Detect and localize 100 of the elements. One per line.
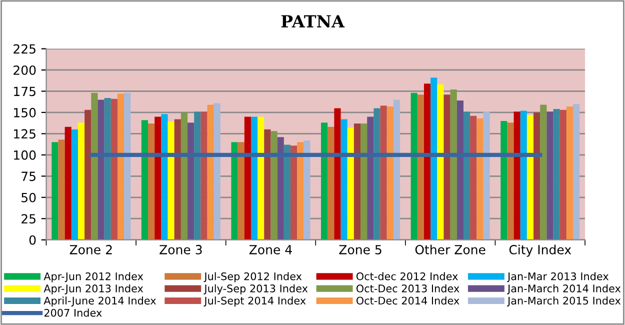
bar <box>553 109 560 240</box>
bar <box>71 129 78 240</box>
bar <box>290 146 298 240</box>
bar <box>180 112 188 240</box>
bar <box>244 116 251 240</box>
x-tick-label: Zone 5 <box>339 245 382 254</box>
bar <box>560 110 566 240</box>
bar <box>168 122 174 240</box>
legend-label: Oct-dec 2012 Index <box>356 272 458 280</box>
y-tick-label: 0 <box>29 235 36 245</box>
bar <box>410 92 418 240</box>
bar <box>124 92 131 240</box>
bar <box>354 123 361 240</box>
bar <box>386 106 394 240</box>
bar <box>417 94 424 240</box>
bar <box>84 110 92 240</box>
bar <box>500 120 508 240</box>
bar <box>277 137 284 240</box>
bar <box>328 126 334 240</box>
bar <box>566 106 574 240</box>
bar <box>270 131 278 240</box>
bar <box>367 116 374 240</box>
y-tick-label: 150 <box>14 108 36 118</box>
y-tick-label: 100 <box>14 150 36 160</box>
bar <box>380 106 387 240</box>
bar <box>250 116 258 240</box>
legend-label: April-June 2014 Index <box>44 296 156 307</box>
bar <box>476 118 484 240</box>
y-tick-label: 125 <box>14 129 36 139</box>
bar <box>347 128 354 240</box>
y-tick-label: 225 <box>14 44 36 54</box>
bar <box>98 100 104 240</box>
x-tick-label: Zone 2 <box>70 244 112 254</box>
bar <box>207 104 214 240</box>
y-tick-label: 175 <box>14 86 36 96</box>
bar <box>304 140 310 240</box>
bar <box>526 115 534 240</box>
legend-label: Jul-Sept 2014 Index <box>204 296 306 307</box>
legend-label: Jul-Sep 2012 Index <box>204 272 302 282</box>
legend-label: 2007 Index <box>44 308 102 317</box>
bar <box>470 116 477 240</box>
x-tick-label: Zone 3 <box>160 244 202 254</box>
legend-label: Jan-March 2014 Index <box>507 284 621 294</box>
bar <box>514 112 520 240</box>
bar <box>78 122 85 240</box>
bar <box>141 120 148 240</box>
bar <box>483 112 490 240</box>
bar <box>238 142 244 240</box>
bar <box>437 84 444 240</box>
bar <box>161 114 168 240</box>
x-tick-label: City Index <box>509 244 572 257</box>
bar <box>148 123 155 240</box>
bar <box>393 100 400 240</box>
bar <box>64 126 72 240</box>
legend-label: Oct-Dec 2013 Index <box>356 284 460 292</box>
x-tick-label: Other Zone <box>415 244 486 254</box>
bar <box>214 103 220 240</box>
bar <box>117 94 124 240</box>
bar <box>258 116 264 240</box>
bar <box>174 119 181 240</box>
bar <box>231 142 238 240</box>
bar <box>534 112 540 240</box>
bar <box>450 90 457 240</box>
bar <box>334 108 341 240</box>
bar <box>463 112 470 240</box>
bar <box>507 122 514 240</box>
bar <box>424 84 431 240</box>
chart-title: PATNA <box>281 15 345 28</box>
bar <box>444 94 450 240</box>
bar <box>573 104 580 240</box>
bar <box>540 104 547 240</box>
bar <box>430 78 438 240</box>
bar <box>340 119 348 240</box>
bar <box>154 116 162 240</box>
bar <box>284 144 290 240</box>
legend-label: Jan-Mar 2013 Index <box>507 272 608 282</box>
bar <box>321 122 328 240</box>
y-tick-label: 200 <box>14 65 36 75</box>
x-tick-label: Zone 4 <box>249 245 292 254</box>
bar <box>110 98 118 240</box>
bar <box>456 100 464 240</box>
bar <box>58 140 65 240</box>
bar <box>200 112 208 240</box>
bar <box>360 123 368 240</box>
bar <box>520 110 527 240</box>
bar <box>194 112 201 240</box>
legend-label: Oct-Dec 2014 Index <box>356 296 460 305</box>
bar <box>91 92 98 240</box>
bar <box>188 122 194 240</box>
legend-label: Apr-Jun 2012 Index <box>44 272 144 282</box>
bar <box>52 142 58 240</box>
legend-label: July-Sep 2013 Index <box>204 284 308 294</box>
legend-label: Jan-March 2015 Index <box>507 296 621 307</box>
legend-label: Apr-Jun 2013 Index <box>44 284 144 294</box>
y-tick-label: 25 <box>22 214 36 224</box>
y-tick-label: 50 <box>22 192 36 202</box>
bar <box>104 98 111 240</box>
bar <box>264 129 271 240</box>
bar <box>546 112 554 240</box>
y-tick-label: 75 <box>22 172 36 182</box>
